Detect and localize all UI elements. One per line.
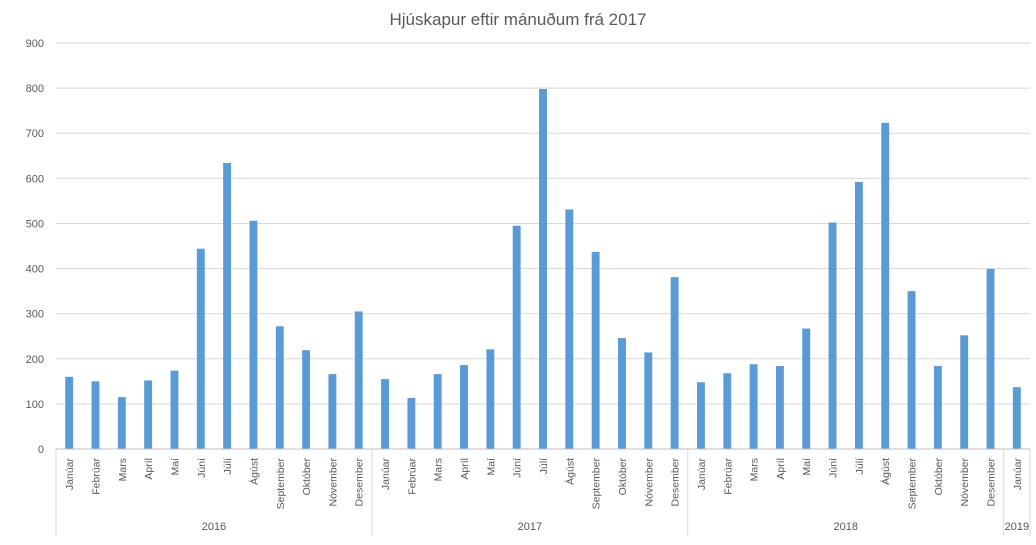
year-label: 2016 (202, 521, 226, 533)
x-tick-label: Maí (801, 458, 813, 476)
x-tick-label: September (591, 458, 603, 510)
bar (565, 209, 574, 449)
x-tick-label: Mars (749, 458, 761, 481)
bar (644, 352, 653, 449)
x-tick-label: Desember (354, 457, 366, 506)
x-tick-label: Desember (670, 457, 682, 506)
bar (249, 220, 258, 449)
bar (960, 335, 969, 449)
x-tick-label: Nóvember (643, 457, 655, 506)
bar (407, 398, 416, 449)
x-tick-label: Ágúst (879, 458, 892, 485)
x-tick-label: Ágúst (247, 458, 260, 485)
bar (723, 373, 732, 449)
y-tick-label: 800 (26, 83, 44, 95)
x-tick-label: Mars (117, 458, 129, 481)
chart-title: Hjúskapur eftir mánuðum frá 2017 (389, 10, 646, 29)
y-tick-label: 0 (38, 444, 44, 456)
bar (933, 365, 942, 449)
bar (328, 374, 337, 449)
bar (749, 364, 758, 449)
bar (433, 374, 442, 449)
x-tick-label: Október (933, 458, 945, 496)
bar (170, 370, 179, 449)
bar (986, 269, 995, 449)
bar (486, 349, 495, 449)
bars (65, 89, 1021, 450)
x-tick-label: Febrúar (90, 457, 102, 494)
bar (117, 397, 126, 449)
x-tick-label: Febrúar (406, 457, 418, 494)
x-tick-label: September (275, 458, 287, 510)
x-tick-label: Desember (986, 457, 998, 506)
y-tick-label: 500 (26, 218, 44, 230)
x-tick-label: Október (301, 458, 313, 496)
x-tick-label: September (907, 458, 919, 510)
x-tick-label: Júlí (222, 458, 234, 474)
y-tick-label: 200 (26, 354, 44, 366)
bar (539, 89, 547, 449)
x-tick-label: Júlí (854, 458, 866, 474)
x-tick-label: Maí (485, 458, 497, 476)
bar (223, 162, 232, 450)
x-tick-label: Júlí (538, 458, 550, 474)
bar (696, 382, 705, 449)
bar (854, 181, 863, 450)
x-tick-label: Janúar (1012, 458, 1024, 491)
bar (302, 350, 311, 449)
x-tick-label: Apríl (143, 458, 155, 480)
bar (802, 328, 811, 449)
bar (591, 251, 600, 449)
year-label: 2018 (833, 521, 857, 533)
x-tick-label: Nóvember (327, 457, 339, 506)
x-tick-label: Febrúar (722, 457, 734, 494)
bar (670, 277, 679, 449)
year-label: 2019 (1005, 521, 1029, 533)
bar (144, 380, 153, 449)
bar (881, 122, 890, 449)
x-tick-label: Janúar (696, 458, 708, 491)
bar (91, 381, 100, 449)
bar (65, 376, 74, 449)
y-axis: 0 100 200 300 400 500 600 700 800 900 (26, 38, 44, 456)
x-tick-label: Júní (828, 458, 840, 478)
x-tick-label: Apríl (459, 458, 471, 480)
year-label: 2017 (518, 521, 542, 533)
x-tick-label: Ágúst (563, 458, 576, 485)
x-tick-label: Júní (196, 458, 208, 478)
x-tick-label: Nóvember (959, 457, 971, 506)
x-tick-label: Mars (433, 458, 445, 481)
bar (354, 311, 363, 449)
bar (1012, 387, 1021, 449)
y-tick-label: 300 (26, 309, 44, 321)
x-tick-label: Apríl (775, 458, 787, 480)
x-tick-label: Október (617, 458, 629, 496)
bar (775, 365, 784, 449)
y-tick-label: 700 (26, 128, 44, 140)
x-tick-label: Janúar (64, 458, 76, 491)
x-tick-label: Maí (169, 458, 181, 476)
y-tick-label: 900 (26, 38, 44, 50)
bar (196, 248, 205, 449)
x-axis: Janúar Febrúar Mars Apríl Maí Júní Júlí Ágúst Se… (55, 448, 1031, 536)
bar (460, 365, 468, 449)
bar (618, 338, 626, 449)
bar (381, 379, 390, 449)
bar (828, 222, 837, 449)
bar (275, 326, 284, 449)
y-tick-label: 600 (26, 173, 44, 185)
bar (907, 291, 916, 449)
bar (512, 225, 521, 449)
x-tick-label: Janúar (380, 458, 392, 491)
y-tick-label: 400 (26, 264, 44, 276)
y-tick-label: 100 (26, 399, 44, 411)
x-tick-label: Júní (512, 458, 524, 478)
